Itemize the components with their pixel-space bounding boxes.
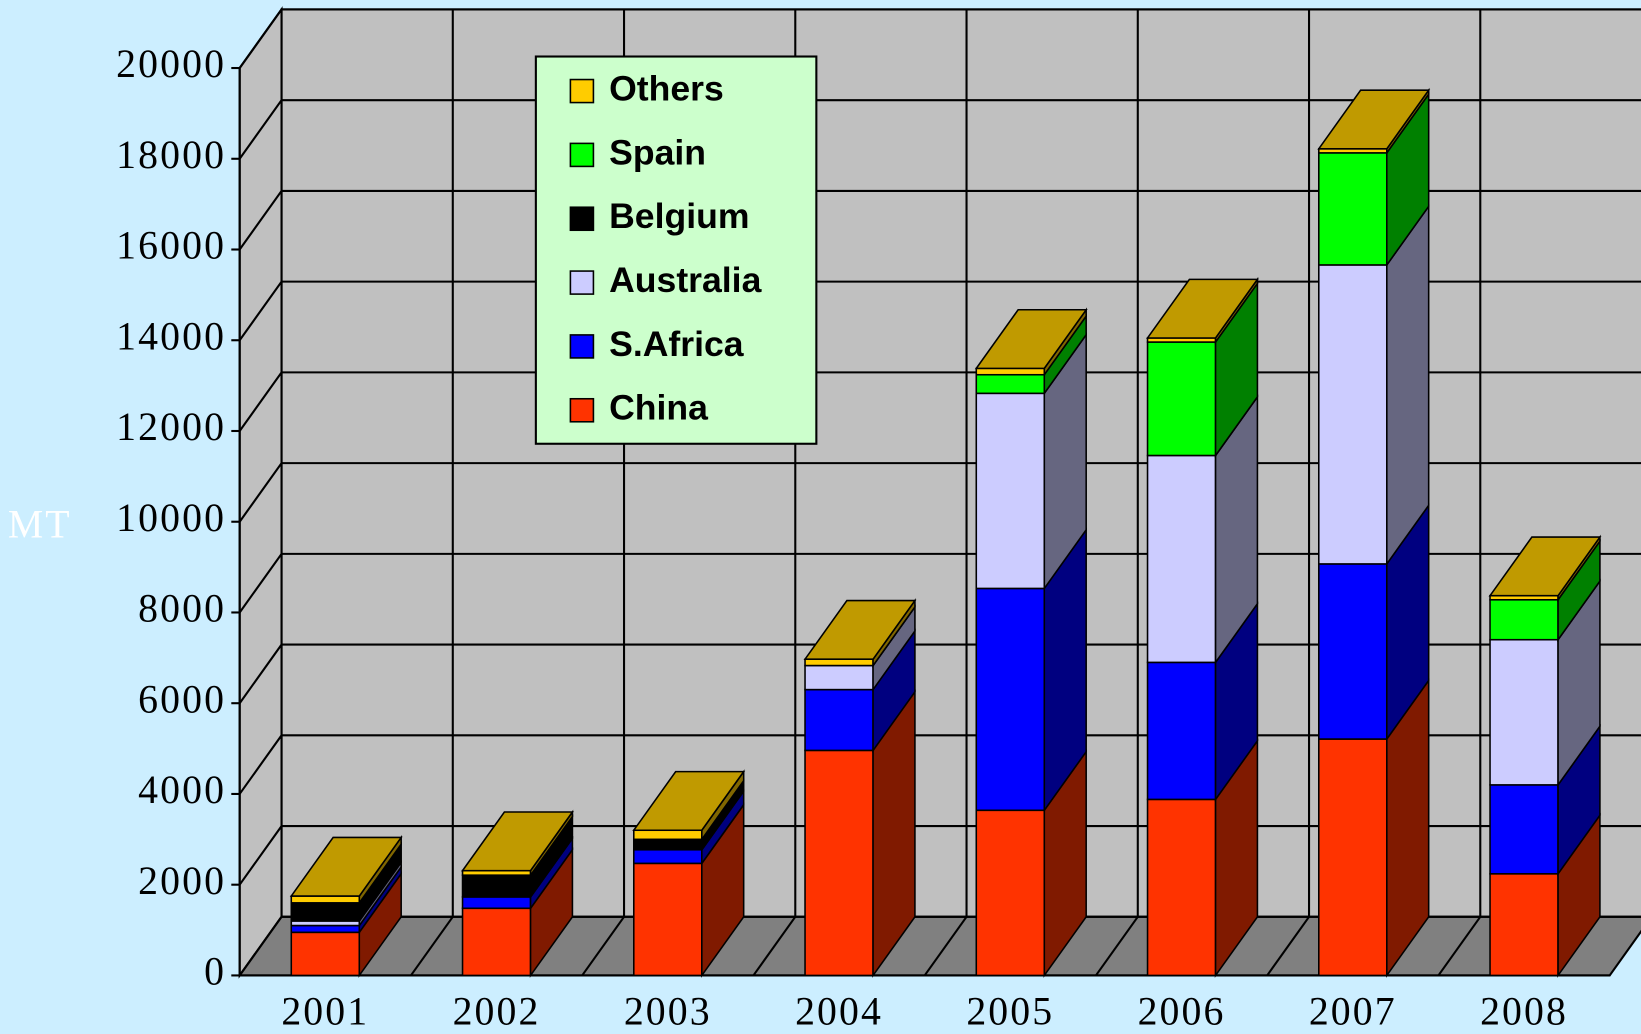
bar-segment: [1317, 152, 1388, 266]
x-tick-label: 2008: [1480, 989, 1568, 1033]
bar-segment: [804, 688, 874, 752]
bar-segment: [1489, 873, 1559, 977]
bar-segment: [632, 848, 703, 865]
bar-segment: [1146, 454, 1217, 664]
y-tick-label: 16000: [116, 224, 226, 268]
x-tick-label: 2001: [281, 989, 369, 1033]
floor: [237, 915, 1641, 977]
x-tick-label: 2002: [453, 989, 541, 1033]
floor-divider: [1437, 916, 1482, 977]
bar-segment: [1317, 738, 1388, 977]
y-tick-label: 18000: [116, 133, 226, 177]
bar-top: [974, 308, 1088, 370]
bar-segment: [632, 838, 703, 851]
y-tick-label: 6000: [138, 677, 226, 721]
floor-divider: [923, 916, 968, 977]
bar-segment: [1146, 661, 1217, 801]
bar-segment: [461, 874, 532, 898]
bar-segment: [975, 587, 1046, 812]
bar-top: [289, 836, 403, 897]
bar-top: [1317, 89, 1431, 150]
bar-top: [632, 770, 746, 832]
bar-segment: [632, 829, 703, 841]
legend-swatch: [569, 142, 595, 168]
y-tick-label: 12000: [116, 405, 226, 449]
floor-divider: [1266, 916, 1310, 977]
y-tick-label: 10000: [116, 496, 226, 540]
floor-divider: [1095, 916, 1139, 977]
x-tick-label: 2005: [966, 989, 1054, 1033]
bar-top: [461, 811, 574, 872]
bar-segment: [290, 895, 361, 904]
legend-label: S.Africa: [609, 324, 745, 364]
bar-segment: [461, 896, 532, 910]
legend-swatch: [569, 334, 595, 359]
grid-line: [238, 99, 1641, 160]
legend-swatch: [569, 397, 595, 423]
x-tick-label: 2003: [624, 989, 712, 1033]
bar-top: [1488, 536, 1602, 597]
bar-segment: [1489, 598, 1559, 641]
bar-segment: [290, 924, 361, 934]
legend-swatch: [569, 206, 595, 232]
bar-segment: [1146, 341, 1217, 457]
grid-line: [238, 8, 1641, 69]
legend-swatch: [569, 270, 595, 295]
bar-segment: [975, 809, 1046, 977]
bar-segment: [804, 749, 874, 977]
x-tick-label: 2004: [795, 989, 883, 1033]
bar-side: [1386, 203, 1430, 567]
y-tick-label: 0: [204, 950, 226, 994]
bar-segment: [1489, 638, 1559, 786]
floor-divider: [752, 916, 797, 977]
legend-label: Spain: [609, 132, 706, 172]
bar-segment: [804, 658, 874, 667]
x-tick-label: 2006: [1138, 989, 1226, 1033]
bar-segment: [1317, 563, 1388, 740]
y-tick-label: 2000: [138, 859, 226, 903]
bar-segment: [975, 392, 1046, 590]
plot: MT 0 2000 4000 6000 8000 10000 12000 14000 16000…: [8, 6, 1641, 1033]
y-tick-label: 20000: [116, 42, 226, 86]
bar-segment: [290, 931, 361, 977]
legend-label: Australia: [609, 260, 762, 300]
bar-segment: [975, 373, 1046, 395]
legend-box: [534, 55, 818, 445]
x-tick-label: 2007: [1309, 989, 1397, 1033]
y-tick-label: 8000: [138, 587, 226, 631]
bar-segment: [975, 367, 1046, 376]
legend-label: China: [609, 388, 709, 428]
bar-segment: [1317, 264, 1388, 565]
y-tick-label: 4000: [138, 768, 226, 812]
bar-segment: [461, 907, 532, 977]
y-axis-label: MT: [8, 503, 72, 547]
bar-top: [803, 599, 917, 660]
legend-label: Belgium: [609, 196, 749, 236]
floor-divider: [581, 916, 625, 977]
bar-segment: [632, 862, 703, 977]
bar-top: [1146, 278, 1259, 339]
bar-segment: [804, 664, 874, 691]
legend-swatch: [569, 78, 595, 104]
grid-line: [238, 189, 1641, 251]
floor-divider: [410, 916, 454, 977]
legend-label: Others: [609, 68, 724, 108]
y-tick-label: 14000: [116, 314, 226, 358]
bar-segment: [1489, 784, 1559, 875]
bar-segment: [290, 902, 361, 922]
bar-segment: [1146, 798, 1217, 977]
